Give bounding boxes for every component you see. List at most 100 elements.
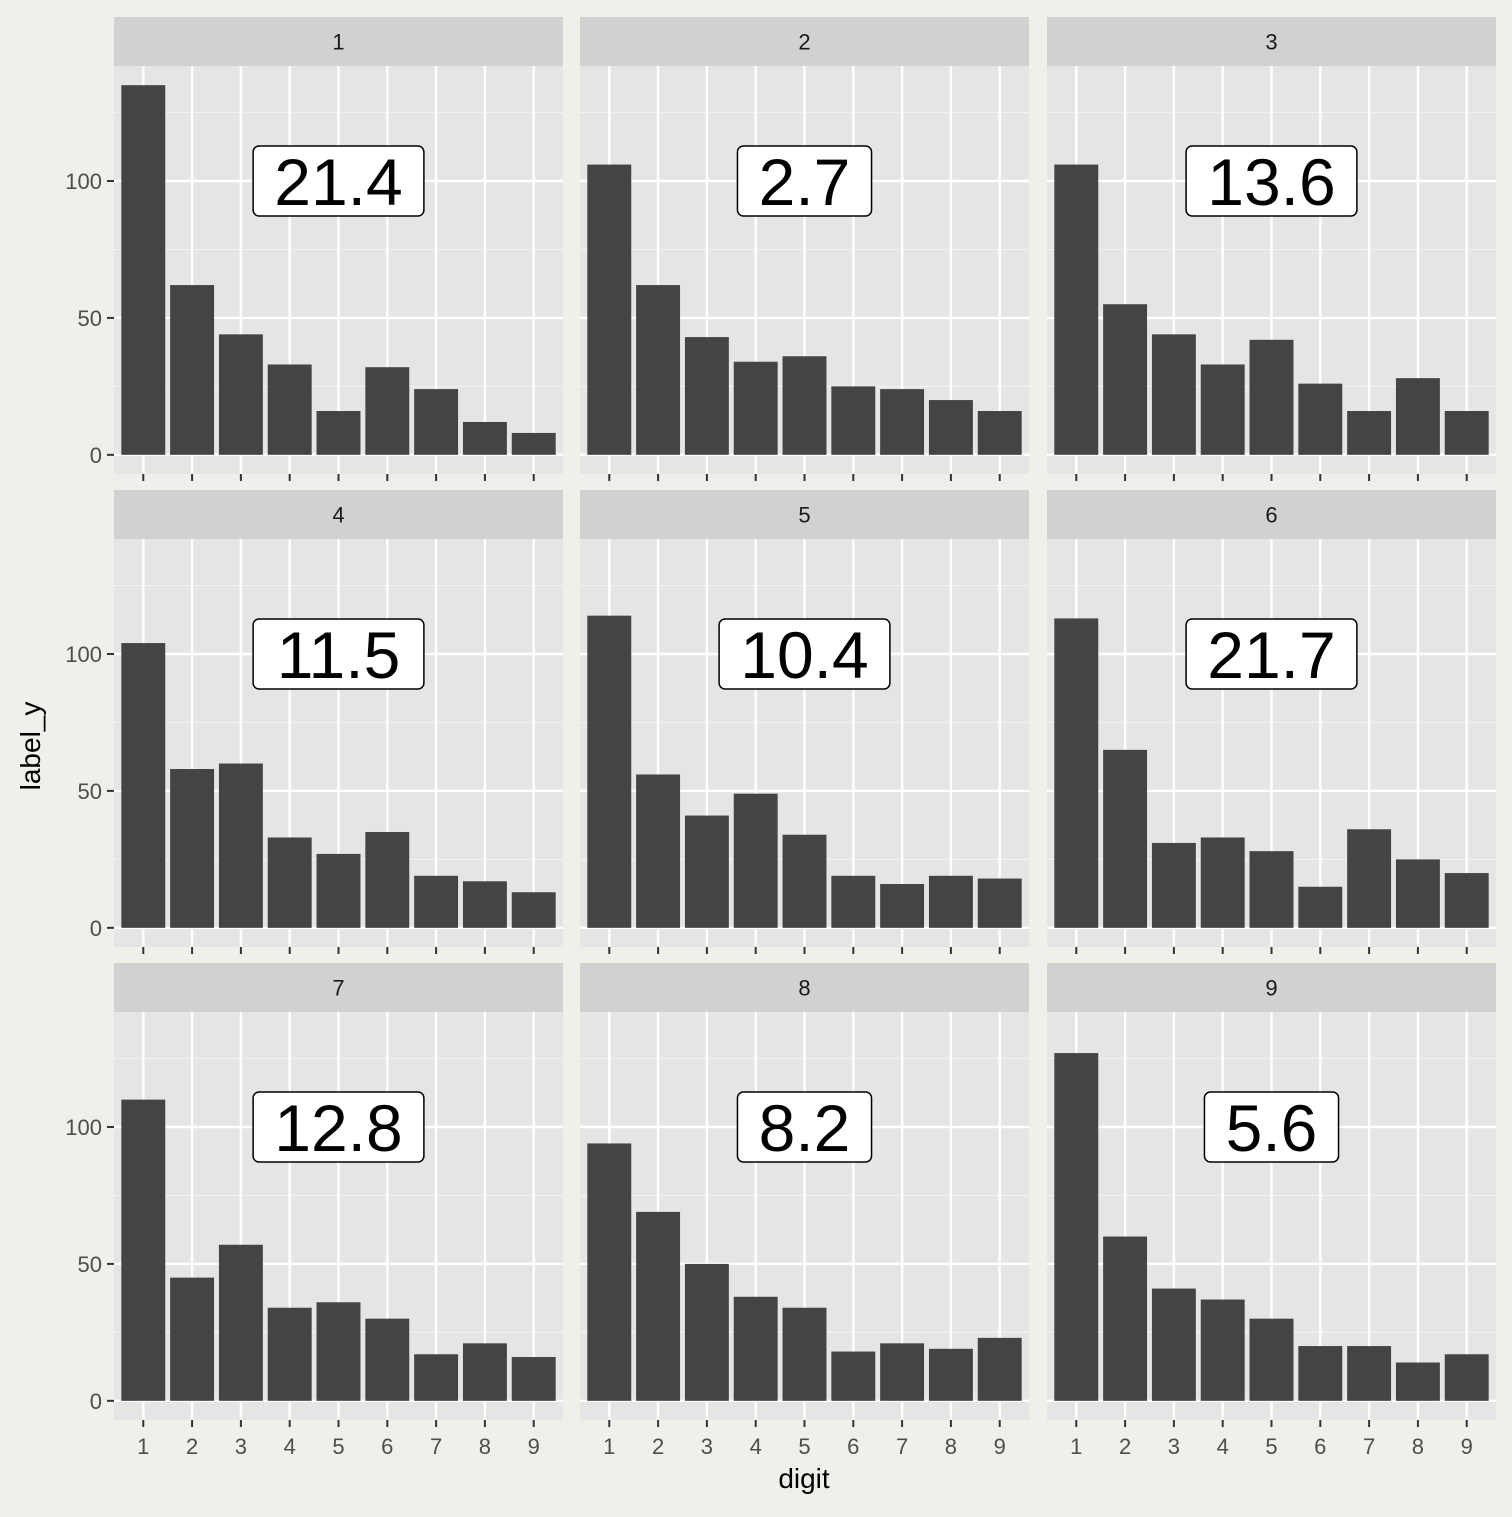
bar	[831, 875, 876, 928]
annotation-label: 10.4	[740, 618, 868, 692]
bar	[1347, 411, 1392, 455]
annotation-box	[252, 618, 425, 690]
facet-strip	[114, 963, 563, 1012]
x-tick-label: 5	[332, 1434, 344, 1459]
x-tick-label: 7	[896, 1434, 908, 1459]
bar	[782, 356, 827, 455]
x-tick-label: 4	[284, 1434, 296, 1459]
bar	[684, 337, 729, 455]
bar	[218, 1244, 263, 1401]
x-tick-label: 7	[430, 1434, 442, 1459]
x-tick-label: 2	[1119, 1434, 1131, 1459]
bar	[782, 1307, 827, 1401]
bar	[1444, 411, 1489, 455]
x-tick-label: 6	[1314, 1434, 1326, 1459]
bar	[365, 831, 410, 928]
bar	[1054, 164, 1099, 455]
bar	[267, 1307, 312, 1401]
bar	[365, 367, 410, 455]
y-tick-label: 100	[65, 1115, 102, 1140]
annotation-label: 12.8	[274, 1091, 402, 1165]
bar	[316, 411, 361, 455]
y-tick-label: 0	[90, 916, 102, 941]
x-tick-label: 8	[945, 1434, 957, 1459]
annotation-label: 8.2	[759, 1091, 851, 1165]
bar	[316, 853, 361, 928]
annotation-label: 5.6	[1226, 1091, 1318, 1165]
y-tick-label: 0	[90, 1389, 102, 1414]
bar	[636, 1211, 681, 1401]
annotation-box	[736, 1091, 873, 1163]
annotation-box	[1185, 145, 1358, 217]
bar	[977, 878, 1022, 928]
bar	[267, 364, 312, 455]
bar	[928, 875, 973, 928]
bar	[1395, 859, 1440, 928]
bar	[733, 793, 778, 928]
bar	[170, 1277, 215, 1401]
annotation-box	[1185, 618, 1358, 690]
bar	[587, 1143, 632, 1401]
x-tick-label: 3	[1168, 1434, 1180, 1459]
bar	[928, 1348, 973, 1401]
facet-strip-label: 2	[798, 30, 810, 55]
bar	[880, 884, 925, 928]
bar	[636, 774, 681, 928]
bar	[218, 763, 263, 928]
x-tick-label: 8	[479, 1434, 491, 1459]
bar	[880, 389, 925, 455]
x-tick-label: 5	[1265, 1434, 1277, 1459]
x-tick-label: 9	[528, 1434, 540, 1459]
bar	[977, 1337, 1022, 1401]
facet-strip-label: 5	[798, 503, 810, 528]
x-tick-label: 3	[235, 1434, 247, 1459]
bar	[414, 875, 459, 928]
y-tick-label: 100	[65, 642, 102, 667]
annotation-box	[1203, 1091, 1340, 1163]
bar	[1151, 1288, 1196, 1401]
annotation-box	[736, 145, 873, 217]
facet-strip-label: 1	[332, 30, 344, 55]
y-tick-label: 0	[90, 443, 102, 468]
bar	[462, 881, 507, 928]
annotation-label: 21.4	[274, 145, 402, 219]
bar	[462, 421, 507, 455]
bar	[316, 1302, 361, 1401]
bar	[1103, 304, 1148, 455]
annotation-label: 11.5	[277, 618, 401, 692]
bar	[1103, 749, 1148, 928]
bar	[511, 892, 556, 928]
annotation-box	[252, 145, 425, 217]
bar	[121, 1099, 166, 1401]
bar	[1395, 378, 1440, 455]
bar	[1200, 1299, 1245, 1401]
bar	[1298, 886, 1343, 928]
bar	[782, 834, 827, 928]
x-tick-label: 6	[847, 1434, 859, 1459]
y-tick-label: 50	[78, 1252, 102, 1277]
annotation-label: 13.6	[1207, 145, 1335, 219]
bar	[1103, 1236, 1148, 1401]
x-tick-label: 1	[1070, 1434, 1082, 1459]
x-tick-label: 5	[798, 1434, 810, 1459]
bar	[733, 361, 778, 455]
bar	[831, 1351, 876, 1401]
x-tick-label: 4	[750, 1434, 762, 1459]
bar	[170, 285, 215, 455]
y-tick-label: 100	[65, 169, 102, 194]
x-tick-label: 1	[603, 1434, 615, 1459]
bar	[1054, 618, 1099, 928]
y-tick-label: 50	[78, 306, 102, 331]
bar	[1200, 364, 1245, 455]
bar	[414, 389, 459, 455]
bar	[511, 1357, 556, 1401]
bar	[121, 643, 166, 928]
bar	[1298, 383, 1343, 455]
x-tick-label: 9	[1461, 1434, 1473, 1459]
bar	[928, 400, 973, 455]
bar	[587, 615, 632, 928]
bar	[1347, 829, 1392, 928]
facet-strip	[1047, 17, 1496, 66]
